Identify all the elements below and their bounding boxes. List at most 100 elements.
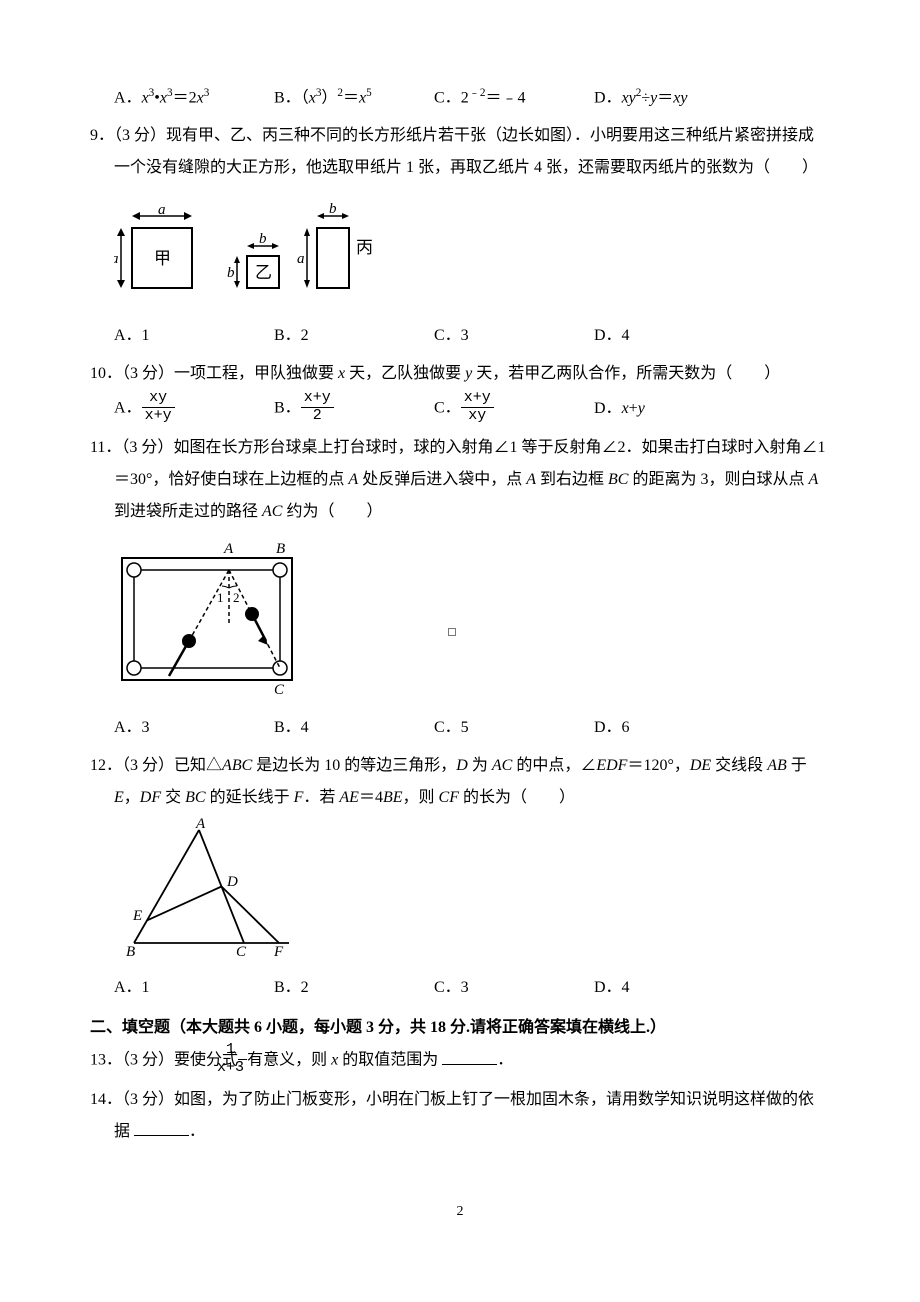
q8-opt-c: C．2﹣2＝﹣4: [434, 82, 594, 114]
q10-body: 一项工程，甲队独做要 x 天，乙队独做要 y 天，若甲乙两队合作，所需天数为（ …: [174, 365, 780, 382]
q14-text: 14．（3 分）如图，为了防止门板变形，小明在门板上钉了一根加固木条，请用数学知…: [90, 1084, 830, 1148]
q14-points: （3 分）: [122, 1091, 174, 1108]
q8-options-row: A．x3•x3＝2x3 B．（x3）2＝x5 C．2﹣2＝﹣4 D．xy2÷y＝…: [90, 82, 830, 114]
q11-text: 11．（3 分）如图在长方形台球桌上打台球时，球的入射角∠1 等于反射角∠2．如…: [90, 432, 830, 528]
q13: 13．（3 分）要使分式1x+3有意义，则 x 的取值范围为 ．: [90, 1044, 830, 1078]
q12-text: 12．（3 分）已知△ABC 是边长为 10 的等边三角形，D 为 AC 的中点…: [90, 750, 830, 814]
q9-text: 9．（3 分）现有甲、乙、丙三种不同的长方形纸片若干张（边长如图）．小明要用这三…: [90, 120, 830, 184]
tiny-marker-icon: [448, 628, 456, 636]
q10-opt-b: B．x+y2: [274, 392, 434, 426]
q9-num: 9．: [90, 127, 114, 144]
q11-label-A: A: [223, 541, 234, 557]
q10-a-prefix: A．: [114, 400, 142, 417]
q10-d-prefix: D．: [594, 400, 622, 417]
section2-head: 二、填空题（本大题共 6 小题，每小题 3 分，共 18 分.请将正确答案填在横…: [90, 1012, 830, 1044]
q12-opt-a: A．1: [114, 972, 274, 1004]
q12-opt-c: C．3: [434, 972, 594, 1004]
q13-period: ．: [497, 1052, 513, 1069]
q8-b-prefix: B．: [274, 89, 301, 106]
q11: 11．（3 分）如图在长方形台球桌上打台球时，球的入射角∠1 等于反射角∠2．如…: [90, 432, 830, 744]
q14: 14．（3 分）如图，为了防止门板变形，小明在门板上钉了一根加固木条，请用数学知…: [90, 1084, 830, 1148]
q10-points: （3 分）: [122, 365, 174, 382]
q11-opt-a: A．3: [114, 712, 274, 744]
q9-label-b2: b: [329, 201, 337, 217]
q9-label-bing: 丙: [356, 238, 373, 257]
q14-body: 如图，为了防止门板变形，小明在门板上钉了一根加固木条，请用数学知识说明这样做的依…: [114, 1091, 814, 1140]
q8-c-prefix: C．: [434, 89, 461, 106]
q10-opt-d: D．x+y: [594, 393, 754, 425]
q9-label-jia: 甲: [154, 249, 171, 268]
q10-c-prefix: C．: [434, 400, 461, 417]
q12-label-E: E: [132, 908, 142, 924]
q12-num: 12．: [90, 757, 122, 774]
q13-blank: [442, 1048, 497, 1065]
q14-blank: [134, 1119, 189, 1136]
q11-label-1: 1: [217, 590, 224, 605]
q9-points: （3 分）: [114, 127, 166, 144]
q8-d-prefix: D．: [594, 89, 622, 106]
q11-svg: A B C 1 2: [114, 536, 304, 696]
q9-opt-c: C．3: [434, 320, 594, 352]
q13-frac-den: x+3: [238, 1060, 247, 1077]
q10-b-prefix: B．: [274, 400, 301, 417]
q10: 10．（3 分）一项工程，甲队独做要 x 天，乙队独做要 y 天，若甲乙两队合作…: [90, 358, 830, 426]
q11-label-C: C: [274, 682, 285, 696]
q12-label-F: F: [273, 944, 284, 958]
q11-label-2: 2: [233, 590, 240, 605]
q10-opt-c: C．x+yxy: [434, 392, 594, 426]
q11-opt-d: D．6: [594, 712, 754, 744]
q12: 12．（3 分）已知△ABC 是边长为 10 的等边三角形，D 为 AC 的中点…: [90, 750, 830, 1004]
q12-points: （3 分）: [122, 757, 174, 774]
q12-figure: A B C F D E: [90, 818, 830, 970]
q9-label-a-left: a: [114, 251, 119, 267]
q9-label-a-top: a: [158, 202, 166, 218]
q8-opt-a: A．x3•x3＝2x3: [114, 82, 274, 114]
q9-body: 现有甲、乙、丙三种不同的长方形纸片若干张（边长如图）．小明要用这三种纸片紧密拼接…: [114, 127, 818, 176]
q12-label-C: C: [236, 944, 247, 958]
q11-opt-c: C．5: [434, 712, 594, 744]
q9-figure: a a 甲 b b 乙: [90, 198, 830, 310]
q12-svg: A B C F D E: [114, 818, 314, 958]
q9-opt-d: D．4: [594, 320, 754, 352]
q8-opt-b: B．（x3）2＝x5: [274, 82, 434, 114]
q10-c-den: xy: [461, 408, 494, 425]
q9-label-b-top: b: [259, 231, 267, 247]
q10-a-num: xy: [142, 390, 175, 408]
q14-period: ．: [189, 1123, 205, 1140]
q9-opt-b: B．2: [274, 320, 434, 352]
q13-frac-num: 1: [238, 1042, 247, 1060]
q8-opt-d: D．xy2÷y＝xy: [594, 82, 754, 114]
q11-opt-b: B．4: [274, 712, 434, 744]
q12-label-B: B: [126, 944, 135, 958]
q9-label-b-left: b: [227, 265, 235, 281]
q10-num: 10．: [90, 365, 122, 382]
q10-text: 10．（3 分）一项工程，甲队独做要 x 天，乙队独做要 y 天，若甲乙两队合作…: [90, 358, 830, 390]
q14-num: 14．: [90, 1091, 122, 1108]
q10-c-num: x+y: [461, 390, 494, 408]
q13-points: （3 分）: [122, 1052, 174, 1069]
q10-options: A．xyx+y B．x+y2 C．x+yxy D．x+y: [90, 392, 830, 426]
q11-figure: A B C 1 2: [90, 536, 830, 708]
q12-opt-d: D．4: [594, 972, 754, 1004]
q9-options: A．1 B．2 C．3 D．4: [90, 320, 830, 352]
q10-a-den: x+y: [142, 408, 175, 425]
q9-label-yi: 乙: [255, 263, 272, 282]
q12-label-D: D: [226, 874, 238, 890]
q9-opt-a: A．1: [114, 320, 274, 352]
q12-options: A．1 B．2 C．3 D．4: [90, 972, 830, 1004]
q8-options: A．x3•x3＝2x3 B．（x3）2＝x5 C．2﹣2＝﹣4 D．xy2÷y＝…: [90, 82, 830, 114]
q12-opt-b: B．2: [274, 972, 434, 1004]
q13-after: 有意义，则 x 的取值范围为: [247, 1052, 442, 1069]
q11-label-B: B: [276, 541, 285, 557]
q10-opt-a: A．xyx+y: [114, 392, 274, 426]
q13-num: 13．: [90, 1052, 122, 1069]
page-number: 2: [90, 1198, 830, 1226]
q9-svg: a a 甲 b b 乙: [114, 198, 374, 298]
q11-num: 11．: [90, 439, 121, 456]
q10-b-den: 2: [301, 408, 334, 425]
q12-label-A: A: [195, 818, 206, 832]
q9: 9．（3 分）现有甲、乙、丙三种不同的长方形纸片若干张（边长如图）．小明要用这三…: [90, 120, 830, 352]
q11-options: A．3 B．4 C．5 D．6: [90, 712, 830, 744]
q11-points: （3 分）: [121, 439, 173, 456]
q13-text: 13．（3 分）要使分式1x+3有意义，则 x 的取值范围为 ．: [90, 1044, 830, 1078]
